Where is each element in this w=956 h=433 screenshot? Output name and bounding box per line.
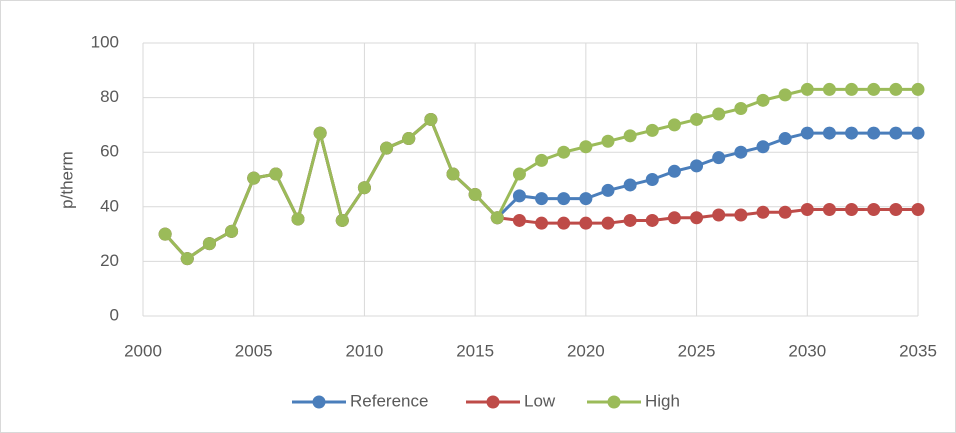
data-point xyxy=(269,167,283,181)
data-point xyxy=(512,189,526,203)
data-point xyxy=(911,82,925,96)
y-axis-label: p/therm xyxy=(57,151,76,209)
legend-marker xyxy=(486,395,500,409)
data-point xyxy=(778,88,792,102)
data-point xyxy=(712,208,726,222)
data-point xyxy=(225,224,239,238)
data-point xyxy=(645,123,659,137)
data-point xyxy=(667,211,681,225)
legend-label: High xyxy=(645,391,680,410)
data-point xyxy=(889,126,903,140)
data-point xyxy=(424,112,438,126)
data-point xyxy=(579,140,593,154)
legend-item: Reference xyxy=(292,391,428,410)
x-tick-label: 2020 xyxy=(567,341,605,360)
legend-item: Low xyxy=(466,391,556,410)
data-point xyxy=(867,82,881,96)
data-point xyxy=(535,192,549,206)
data-point xyxy=(800,82,814,96)
data-point xyxy=(158,227,172,241)
y-tick-label: 0 xyxy=(110,305,119,324)
data-point xyxy=(756,140,770,154)
data-point xyxy=(180,252,194,266)
data-point xyxy=(778,205,792,219)
data-point xyxy=(800,203,814,217)
data-point xyxy=(911,203,925,217)
data-point xyxy=(778,132,792,146)
data-point xyxy=(335,213,349,227)
data-point xyxy=(822,82,836,96)
legend-label: Reference xyxy=(350,391,428,410)
legend-item: High xyxy=(587,391,680,410)
data-point xyxy=(800,126,814,140)
data-point xyxy=(889,82,903,96)
x-tick-label: 2025 xyxy=(678,341,716,360)
data-point xyxy=(822,126,836,140)
legend-marker xyxy=(607,395,621,409)
data-point xyxy=(557,192,571,206)
data-point xyxy=(468,188,482,202)
data-point xyxy=(512,167,526,181)
data-point xyxy=(247,171,261,185)
data-point xyxy=(690,159,704,173)
data-point xyxy=(889,203,903,217)
data-point xyxy=(313,126,327,140)
data-point xyxy=(535,216,549,230)
data-point xyxy=(601,134,615,148)
data-point xyxy=(845,82,859,96)
data-point xyxy=(845,126,859,140)
y-tick-label: 80 xyxy=(100,87,119,106)
data-point xyxy=(623,213,637,227)
data-point xyxy=(512,213,526,227)
y-tick-label: 40 xyxy=(100,196,119,215)
data-point xyxy=(535,153,549,167)
data-point xyxy=(579,216,593,230)
data-point xyxy=(291,212,305,226)
data-point xyxy=(867,203,881,217)
y-tick-label: 100 xyxy=(91,32,119,51)
data-point xyxy=(712,151,726,165)
data-point xyxy=(734,145,748,159)
data-point xyxy=(623,178,637,192)
data-point xyxy=(446,167,460,181)
data-point xyxy=(402,132,416,146)
data-point xyxy=(202,237,216,251)
data-point xyxy=(690,112,704,126)
data-point xyxy=(667,164,681,178)
x-tick-label: 2015 xyxy=(456,341,494,360)
data-point xyxy=(357,181,371,195)
data-point xyxy=(623,129,637,143)
data-point xyxy=(667,118,681,132)
data-point xyxy=(712,107,726,121)
data-point xyxy=(645,173,659,186)
data-point xyxy=(645,213,659,227)
data-point xyxy=(690,211,704,225)
x-tick-label: 2005 xyxy=(235,341,273,360)
legend-label: Low xyxy=(524,391,556,410)
data-point xyxy=(734,208,748,222)
x-tick-label: 2035 xyxy=(899,341,937,360)
y-tick-label: 20 xyxy=(100,251,119,270)
x-tick-label: 2010 xyxy=(346,341,384,360)
data-point xyxy=(911,126,925,140)
data-point xyxy=(756,205,770,219)
y-tick-label: 60 xyxy=(100,142,119,161)
data-point xyxy=(822,203,836,217)
data-point xyxy=(867,126,881,140)
data-point xyxy=(557,145,571,159)
data-point xyxy=(601,183,615,197)
legend-marker xyxy=(312,395,326,409)
data-point xyxy=(845,203,859,217)
data-point xyxy=(380,141,394,155)
x-tick-label: 2000 xyxy=(124,341,162,360)
data-point xyxy=(601,216,615,230)
data-point xyxy=(734,102,748,116)
x-tick-label: 2030 xyxy=(788,341,826,360)
data-point xyxy=(557,216,571,230)
data-point xyxy=(756,93,770,107)
data-point xyxy=(579,192,593,206)
data-point xyxy=(490,211,504,225)
